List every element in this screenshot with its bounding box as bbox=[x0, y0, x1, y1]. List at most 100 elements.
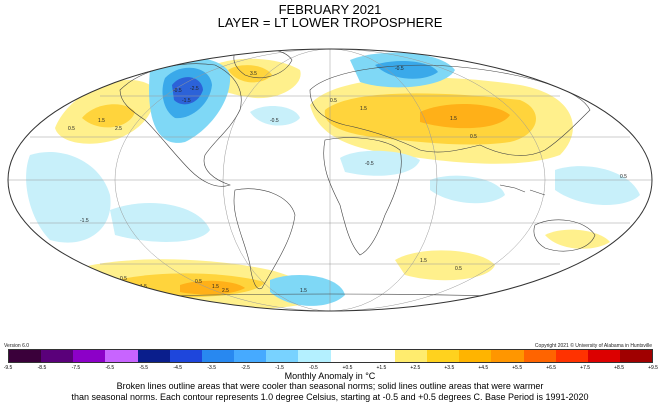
color-bar-tick-label: -5.5 bbox=[139, 365, 149, 371]
color-bar-tick-label: -1.5 bbox=[275, 365, 284, 371]
color-bar-tick-label: +9.5 bbox=[648, 365, 658, 371]
color-bar-segment bbox=[555, 350, 588, 362]
color-bar-tick-label: +6.5 bbox=[546, 365, 557, 371]
contour-labels: -0.5 -1.5 -2.5 0.5 1.5 2.5 3.5 0.5 1.5 -… bbox=[68, 66, 627, 302]
color-bar-tick-label: +4.5 bbox=[478, 365, 489, 371]
map-title: FEBRUARY 2021 bbox=[278, 2, 382, 17]
color-bar-tick-label: -8.5 bbox=[37, 365, 47, 371]
color-bar-segment bbox=[201, 350, 235, 362]
cool-region-west-pacific bbox=[555, 166, 640, 206]
warm-region-south-atlantic bbox=[395, 250, 495, 281]
contour-label: 1.5 bbox=[420, 258, 427, 264]
cool-region-africa bbox=[340, 150, 420, 176]
globe-outline bbox=[7, 48, 653, 312]
contour-label: 1.5 bbox=[530, 294, 537, 300]
color-bar-segment bbox=[137, 350, 170, 362]
contour-label: -0.5 bbox=[270, 118, 279, 124]
contour-label: 0.5 bbox=[330, 98, 337, 104]
color-bar-tick-label: -4.5 bbox=[173, 365, 183, 371]
color-bar-segment bbox=[298, 350, 331, 362]
warm-region-south-pacific-hot bbox=[180, 280, 245, 295]
color-bar-tick-label: -9.5 bbox=[3, 365, 13, 371]
contour-label: -1.5 bbox=[80, 218, 89, 224]
color-bar-segment bbox=[266, 350, 299, 362]
color-bar-segment bbox=[41, 350, 74, 362]
contour-label: 0.5 bbox=[68, 126, 75, 132]
color-bar-segment bbox=[459, 350, 492, 362]
color-bar-segment bbox=[330, 350, 363, 362]
color-bar-tick-label: -6.5 bbox=[105, 365, 115, 371]
contour-label: 0.5 bbox=[580, 288, 587, 294]
color-bar-segment bbox=[169, 350, 202, 362]
contour-label: -0.5 bbox=[173, 88, 182, 94]
cool-region-north-america-deep bbox=[172, 77, 203, 105]
contour-label: 0.5 bbox=[620, 174, 627, 180]
color-bar-ticks: -9.5 -8.5 -7.5 -6.5 -5.5 -4.5 -3.5 -2.5 -1.5 -0.5… bbox=[4, 365, 658, 373]
color-bar-segment bbox=[619, 350, 653, 362]
contour-label: 3.5 bbox=[250, 71, 257, 77]
contour-label: -1.5 bbox=[182, 98, 191, 104]
color-bar-tick-label: +0.5 bbox=[342, 365, 353, 371]
color-bar-tick-label: -3.5 bbox=[207, 365, 216, 371]
color-bar bbox=[8, 349, 653, 363]
contour-label: -0.5 bbox=[395, 66, 404, 72]
color-bar-segment bbox=[362, 350, 395, 362]
coast-africa bbox=[323, 137, 402, 256]
color-bar-tick-label: -7.5 bbox=[71, 365, 81, 371]
color-bar-segment bbox=[234, 350, 267, 362]
color-bar-segment bbox=[105, 350, 138, 362]
contour-label: 2.5 bbox=[222, 288, 229, 294]
color-bar-tick-label: +2.5 bbox=[410, 365, 421, 371]
contour-label: 1.5 bbox=[300, 288, 307, 294]
warm-region-south-indian bbox=[500, 283, 625, 311]
contour-label: 0.5 bbox=[120, 276, 127, 282]
map-subtitle: LAYER = LT LOWER TROPOSPHERE bbox=[217, 15, 443, 30]
version-label: Version 6.0 bbox=[4, 343, 30, 349]
color-bar-segment bbox=[523, 350, 556, 362]
cool-region-north-atlantic bbox=[250, 106, 300, 126]
legend-units: Monthly Anomaly in °C bbox=[284, 371, 376, 381]
color-bar-segment bbox=[587, 350, 620, 362]
contour-label: 1.5 bbox=[450, 116, 457, 122]
contour-label: 0.5 bbox=[470, 134, 477, 140]
contour-label: 2.5 bbox=[115, 126, 122, 132]
cool-region-east-pacific bbox=[26, 151, 111, 243]
color-bar-tick-label: +5.5 bbox=[512, 365, 523, 371]
coast-eurasia bbox=[309, 64, 591, 156]
global-anomaly-map: -0.5 -1.5 -2.5 0.5 1.5 2.5 3.5 0.5 1.5 -… bbox=[7, 48, 653, 312]
cool-region-south-pacific-east bbox=[110, 202, 210, 242]
color-bar-tick-label: +8.5 bbox=[614, 365, 624, 371]
color-bar-segment bbox=[427, 350, 460, 362]
warm-region-australia bbox=[545, 229, 610, 249]
contour-label: 1.5 bbox=[98, 118, 105, 124]
contour-label: 0.5 bbox=[455, 266, 462, 272]
contour-label: 1.5 bbox=[360, 106, 367, 112]
color-bar-tick-label: +7.5 bbox=[580, 365, 591, 371]
coast-south-america bbox=[233, 188, 296, 290]
color-bar-tick-label: +3.5 bbox=[444, 365, 455, 371]
cool-region-south-america-south bbox=[270, 275, 345, 306]
coast-greenland bbox=[233, 49, 293, 79]
contour-label: -0.5 bbox=[365, 161, 374, 167]
copyright-label: Copyright 2021 © University of Alabama i… bbox=[534, 343, 652, 349]
coast-indonesia bbox=[499, 184, 546, 196]
color-bar-segment bbox=[73, 350, 106, 362]
coast-australia bbox=[533, 219, 596, 252]
color-bar-tick-label: -2.5 bbox=[241, 365, 250, 371]
contour-label: 0.5 bbox=[195, 279, 202, 285]
contour-label: 1.5 bbox=[212, 284, 219, 290]
coast-north-america bbox=[119, 63, 242, 187]
color-bar-segment bbox=[491, 350, 524, 362]
color-bar-segment bbox=[394, 350, 428, 362]
warm-region-alaska bbox=[82, 104, 135, 128]
warm-region-siberia-hot bbox=[420, 104, 510, 129]
color-bar-tick-label: -0.5 bbox=[309, 365, 318, 371]
color-bar-segment bbox=[9, 350, 42, 362]
color-bar-tick-label: +1.5 bbox=[376, 365, 387, 371]
caption-line-1: Broken lines outline areas that were coo… bbox=[116, 381, 544, 391]
graticule bbox=[8, 49, 652, 311]
contour-label: -2.5 bbox=[190, 86, 199, 92]
caption: Broken lines outline areas that were coo… bbox=[60, 381, 600, 403]
caption-line-2: than seasonal norms. Each contour repres… bbox=[71, 392, 589, 402]
cool-region-indian-ocean bbox=[430, 175, 505, 204]
